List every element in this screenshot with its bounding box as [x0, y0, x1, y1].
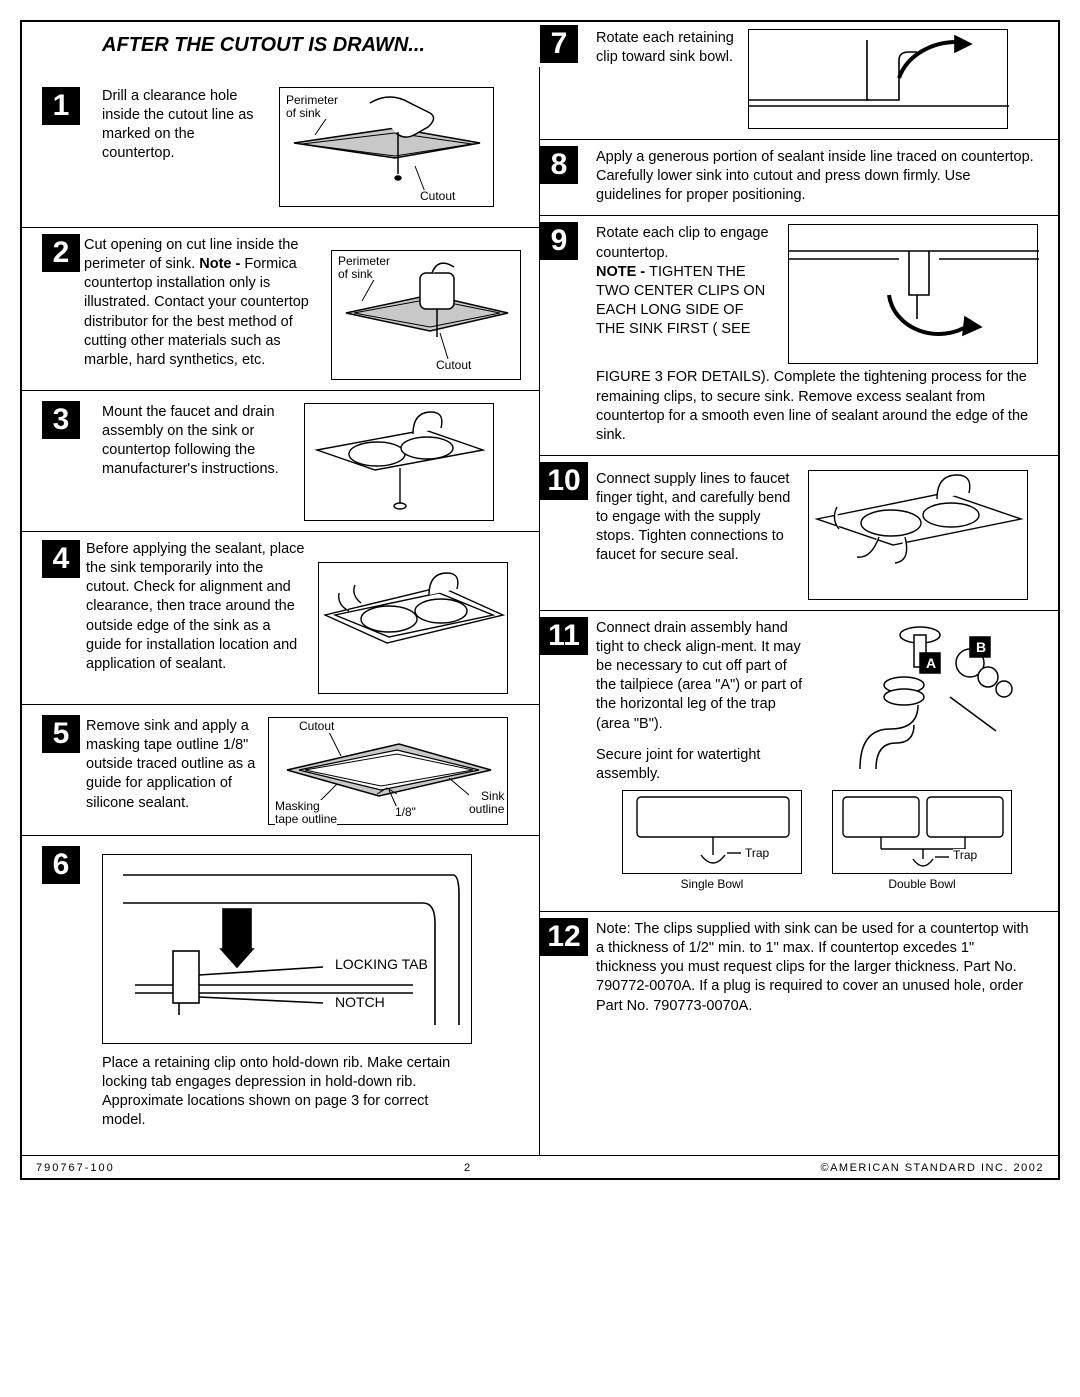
- step-text: Rotate each retaining clip toward sink b…: [596, 29, 736, 129]
- step-number: 5: [42, 715, 80, 753]
- footer-left: 790767-100: [36, 1162, 115, 1174]
- step-9: 9 Rotate each clip to engage countertop.…: [540, 216, 1058, 455]
- right-column: 7 Rotate each retaining clip toward sink…: [540, 67, 1058, 1155]
- step-1: 1 Drill a clearance hole inside the cuto…: [22, 67, 539, 227]
- step-6: 6: [22, 836, 539, 1155]
- step-number: 6: [42, 846, 80, 884]
- step-3: 3 Mount the faucet and drain assembly on…: [22, 391, 539, 531]
- page-footer: 790767-100 2 ©AMERICAN STANDARD INC. 200…: [22, 1155, 1058, 1178]
- label-cutout: Cutout: [420, 190, 455, 203]
- step-text-a: Connect drain assembly hand tight to che…: [596, 619, 806, 734]
- label-trap: Trap: [953, 849, 977, 862]
- step-10: 10 Connect supply lines to faucet finger…: [540, 456, 1058, 610]
- drill-illustration: Perimeter of sink Cutout: [279, 87, 494, 207]
- step-text: Place a retaining clip onto hold-down ri…: [102, 1054, 472, 1131]
- label-cutout: Cutout: [436, 359, 471, 372]
- step-text: Remove sink and apply a masking tape out…: [86, 717, 256, 813]
- label-notch: NOTCH: [335, 995, 385, 1010]
- label-eighth: 1/8": [395, 806, 416, 819]
- instruction-page: AFTER THE CUTOUT IS DRAWN... 1 Drill a c…: [20, 20, 1060, 1180]
- label-double-bowl: Double Bowl: [832, 878, 1012, 891]
- placed-sink-illustration: [318, 562, 508, 694]
- step-5: 5 Remove sink and apply a masking tape o…: [22, 705, 539, 835]
- step-number: 7: [540, 25, 578, 63]
- step-text: Note: The clips supplied with sink can b…: [596, 920, 1034, 1016]
- step-4: 4 Before applying the sealant, place the…: [22, 532, 539, 704]
- step-number: 11: [540, 617, 588, 655]
- step-number: 3: [42, 401, 80, 439]
- step-8: 8 Apply a generous portion of sealant in…: [540, 140, 1058, 215]
- step-2: 2 Cut opening on cut line inside the per…: [22, 228, 539, 390]
- step-number: 9: [540, 222, 578, 260]
- step-text: Before applying the sealant, place the s…: [86, 540, 306, 674]
- jigsaw-illustration: Perimeter of sink Cutout: [331, 250, 521, 380]
- label-trap: Trap: [745, 847, 769, 860]
- step-text: Drill a clearance hole inside the cutout…: [102, 87, 267, 207]
- double-bowl-diagram: Trap Double Bowl: [832, 790, 1012, 891]
- left-column: 1 Drill a clearance hole inside the cuto…: [22, 67, 540, 1155]
- step-text: Connect supply lines to faucet finger ti…: [596, 470, 796, 600]
- step-text-wrap: Connect drain assembly hand tight to che…: [596, 619, 806, 784]
- label-perimeter: Perimeter of sink: [338, 255, 390, 280]
- columns: 1 Drill a clearance hole inside the cuto…: [22, 67, 1058, 1155]
- step-number: 2: [42, 234, 80, 272]
- drain-illustration: A B: [820, 619, 1030, 777]
- step-text-b: Secure joint for watertight assembly.: [596, 746, 806, 784]
- footer-right: ©AMERICAN STANDARD INC. 2002: [820, 1162, 1044, 1174]
- supply-lines-illustration: [808, 470, 1028, 600]
- step-number: 8: [540, 146, 578, 184]
- step-11: 11 Connect drain assembly hand tight to …: [540, 611, 1058, 911]
- label-cutout: Cutout: [299, 720, 334, 733]
- svg-text:A: A: [926, 655, 936, 671]
- rotate-clip-illustration: [748, 29, 1008, 129]
- label-masking: Masking tape outline: [275, 800, 337, 825]
- clip-detail-illustration: LOCKING TAB NOTCH: [102, 854, 472, 1044]
- step-number: 4: [42, 540, 80, 578]
- step-number: 12: [540, 918, 588, 956]
- faucet-sink-illustration: [304, 403, 494, 521]
- step-text-top: Rotate each clip to engage countertop. N…: [596, 224, 774, 364]
- step-text: Apply a generous portion of sealant insi…: [596, 148, 1034, 205]
- label-single-bowl: Single Bowl: [622, 878, 802, 891]
- svg-text:B: B: [976, 639, 986, 655]
- step-7: 7 Rotate each retaining clip toward sink…: [540, 25, 1058, 139]
- label-perimeter: Perimeter of sink: [286, 94, 338, 119]
- step-number: 1: [42, 87, 80, 125]
- step-text: Mount the faucet and drain assembly on t…: [102, 403, 292, 521]
- step-text: Cut opening on cut line inside the perim…: [84, 236, 319, 370]
- footer-center: 2: [464, 1162, 471, 1174]
- masking-tape-illustration: Cutout Masking tape outline Sink outline…: [268, 717, 508, 825]
- label-sink-outline: Sink outline: [469, 790, 504, 815]
- engage-clip-illustration: [788, 224, 1038, 364]
- single-bowl-diagram: Trap Single Bowl: [622, 790, 802, 891]
- step-12: 12 Note: The clips supplied with sink ca…: [540, 912, 1058, 1044]
- label-locking-tab: LOCKING TAB: [335, 957, 428, 972]
- step-number: 10: [540, 462, 588, 500]
- step-text-bottom: FIGURE 3 FOR DETAILS). Complete the tigh…: [596, 368, 1038, 445]
